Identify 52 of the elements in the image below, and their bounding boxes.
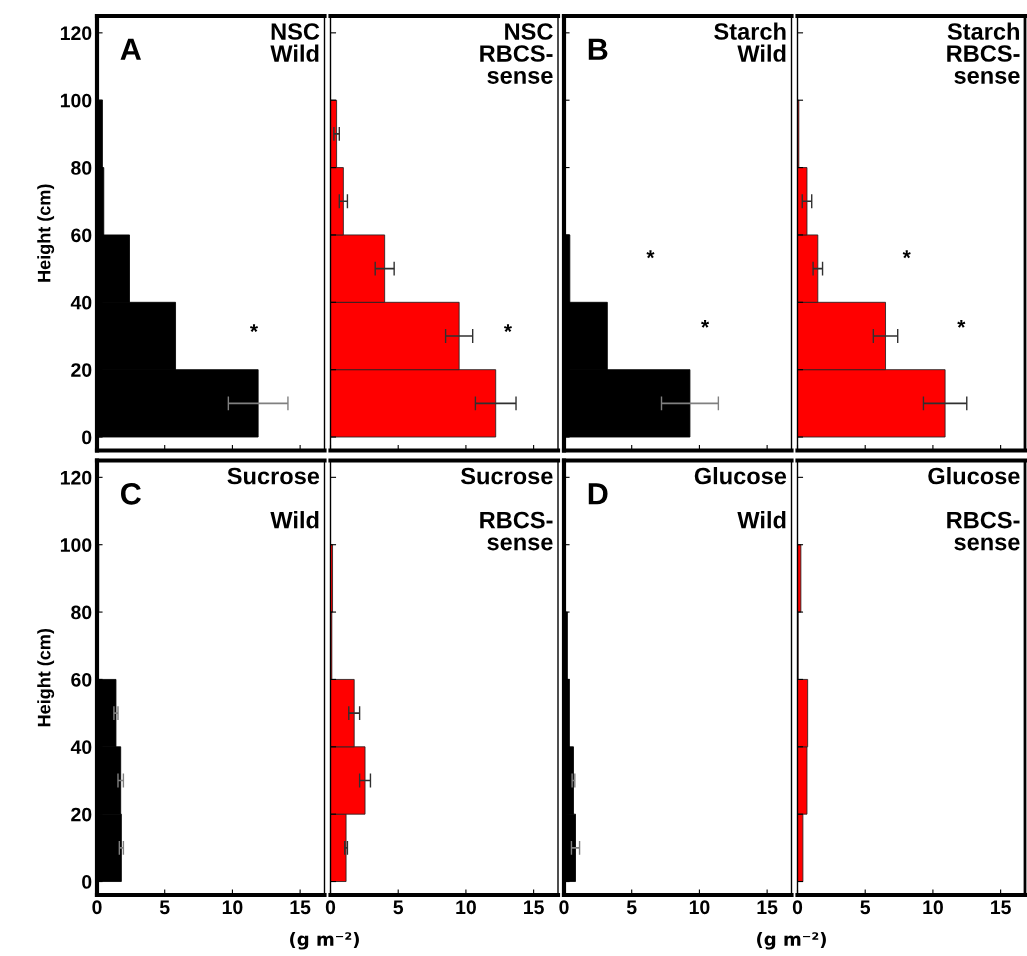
text: NSC Wild	[270, 23, 320, 62]
y-tick-label: 80	[71, 161, 92, 175]
x-tick-label: 5	[393, 900, 404, 915]
x-tick-label: 0	[792, 900, 803, 915]
text: Sucrose Wild	[227, 467, 320, 529]
x-axis-title: (g m⁻²)	[290, 931, 359, 950]
annotation: *	[249, 324, 259, 332]
text: Glucose RBCS- sense	[928, 467, 1020, 551]
x-tick-label: 10	[689, 900, 710, 915]
annotation: D	[588, 483, 608, 505]
y-tick-label: 0	[82, 430, 92, 445]
text: NSC RBCS- sense	[480, 23, 553, 84]
x-tick-label: 0	[559, 900, 569, 915]
y-tick-label: 60	[71, 672, 92, 687]
x-tick-label: 0	[92, 900, 102, 915]
y-tick-label: 40	[70, 740, 92, 755]
y-tick-label: 80	[71, 605, 92, 620]
x-tick-label: 5	[626, 900, 637, 915]
x-tick-label: 15	[757, 900, 778, 915]
y-tick-label: 120	[60, 470, 92, 485]
x-tick-label: 15	[524, 900, 544, 915]
x-tick-label: 10	[456, 900, 476, 915]
annotation: C	[121, 483, 141, 505]
annotation: *	[957, 319, 966, 328]
x-tick-label: 5	[159, 900, 170, 915]
y-tick-label: 0	[82, 874, 92, 889]
text: Starch Wild	[714, 22, 786, 62]
x-tick-label: 10	[222, 900, 243, 915]
y-tick-label: 100	[60, 538, 92, 552]
annotation: *	[646, 250, 655, 259]
y-tick-label: 100	[60, 93, 92, 108]
y-tick-label: 20	[71, 807, 92, 822]
y-axis-title: Height (cm)	[37, 628, 55, 727]
y-tick-label: 120	[60, 26, 92, 41]
x-tick-label: 0	[325, 900, 336, 915]
x-tick-label: 5	[860, 900, 871, 915]
y-tick-label: 60	[71, 228, 92, 243]
annotation: A	[120, 38, 142, 60]
text: Sucrose RBCS- sense	[460, 467, 553, 551]
text: Glucose Wild	[694, 467, 787, 529]
x-tick-label: 10	[923, 900, 943, 915]
y-tick-label: 20	[71, 363, 92, 377]
y-tick-label: 40	[70, 295, 92, 310]
y-axis-title: Height (cm)	[37, 184, 55, 282]
x-tick-label: 15	[290, 900, 311, 915]
x-tick-label: 15	[991, 900, 1011, 915]
x-axis-title: (g m⁻²)	[757, 931, 826, 950]
annotation: *	[902, 250, 911, 259]
annotation: B	[588, 38, 608, 60]
annotation: *	[701, 319, 710, 328]
text: Starch RBCS- sense	[947, 22, 1020, 84]
annotation: *	[503, 324, 512, 332]
